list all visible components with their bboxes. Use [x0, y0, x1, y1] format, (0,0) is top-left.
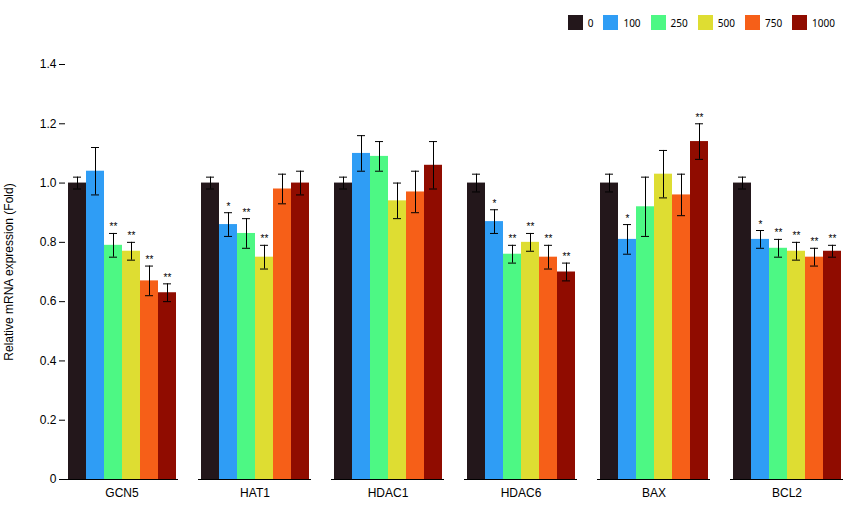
svg-text:**: ** [696, 112, 704, 123]
svg-text:HDAC1: HDAC1 [368, 486, 409, 500]
html-text:0: 0 [587, 15, 594, 30]
svg-text:0.2: 0.2 [40, 413, 57, 427]
svg-text:**: ** [146, 254, 154, 265]
svg-text:0.8: 0.8 [40, 235, 57, 249]
html-text:1000: 1000 [812, 15, 835, 30]
svg-text:0.4: 0.4 [40, 354, 57, 368]
svg-text:**: ** [261, 233, 269, 244]
svg-text:**: ** [563, 251, 571, 262]
svg-text:**: ** [527, 221, 535, 232]
svg-text:**: ** [545, 233, 553, 244]
svg-text:BCL2: BCL2 [772, 486, 802, 500]
html-text:750: 750 [764, 15, 783, 30]
svg-text:Relative mRNA expression (Fold: Relative mRNA expression (Fold) [2, 183, 16, 360]
svg-text:0.6: 0.6 [40, 294, 57, 308]
svg-text:**: ** [164, 272, 172, 283]
svg-text:*: * [626, 213, 630, 224]
svg-text:1.4: 1.4 [40, 57, 57, 71]
html-text:500: 500 [717, 15, 735, 30]
html-text:250: 250 [670, 15, 688, 30]
svg-text:HAT1: HAT1 [240, 486, 270, 500]
svg-text:*: * [493, 198, 497, 209]
svg-text:BAX: BAX [642, 486, 666, 500]
svg-text:GCN5: GCN5 [105, 486, 139, 500]
svg-text:**: ** [243, 207, 251, 218]
svg-text:**: ** [509, 233, 517, 244]
svg-text:**: ** [775, 227, 783, 238]
svg-text:*: * [759, 219, 763, 230]
svg-text:**: ** [110, 221, 118, 232]
svg-text:**: ** [793, 230, 801, 241]
svg-text:**: ** [811, 236, 819, 247]
svg-text:**: ** [829, 233, 837, 244]
svg-text:**: ** [128, 230, 136, 241]
svg-text:1.2: 1.2 [40, 117, 57, 131]
svg-text:HDAC6: HDAC6 [501, 486, 542, 500]
svg-text:1.0: 1.0 [40, 176, 57, 190]
svg-text:0: 0 [50, 472, 57, 486]
svg-text:*: * [227, 201, 231, 212]
html-text:100: 100 [623, 15, 641, 30]
